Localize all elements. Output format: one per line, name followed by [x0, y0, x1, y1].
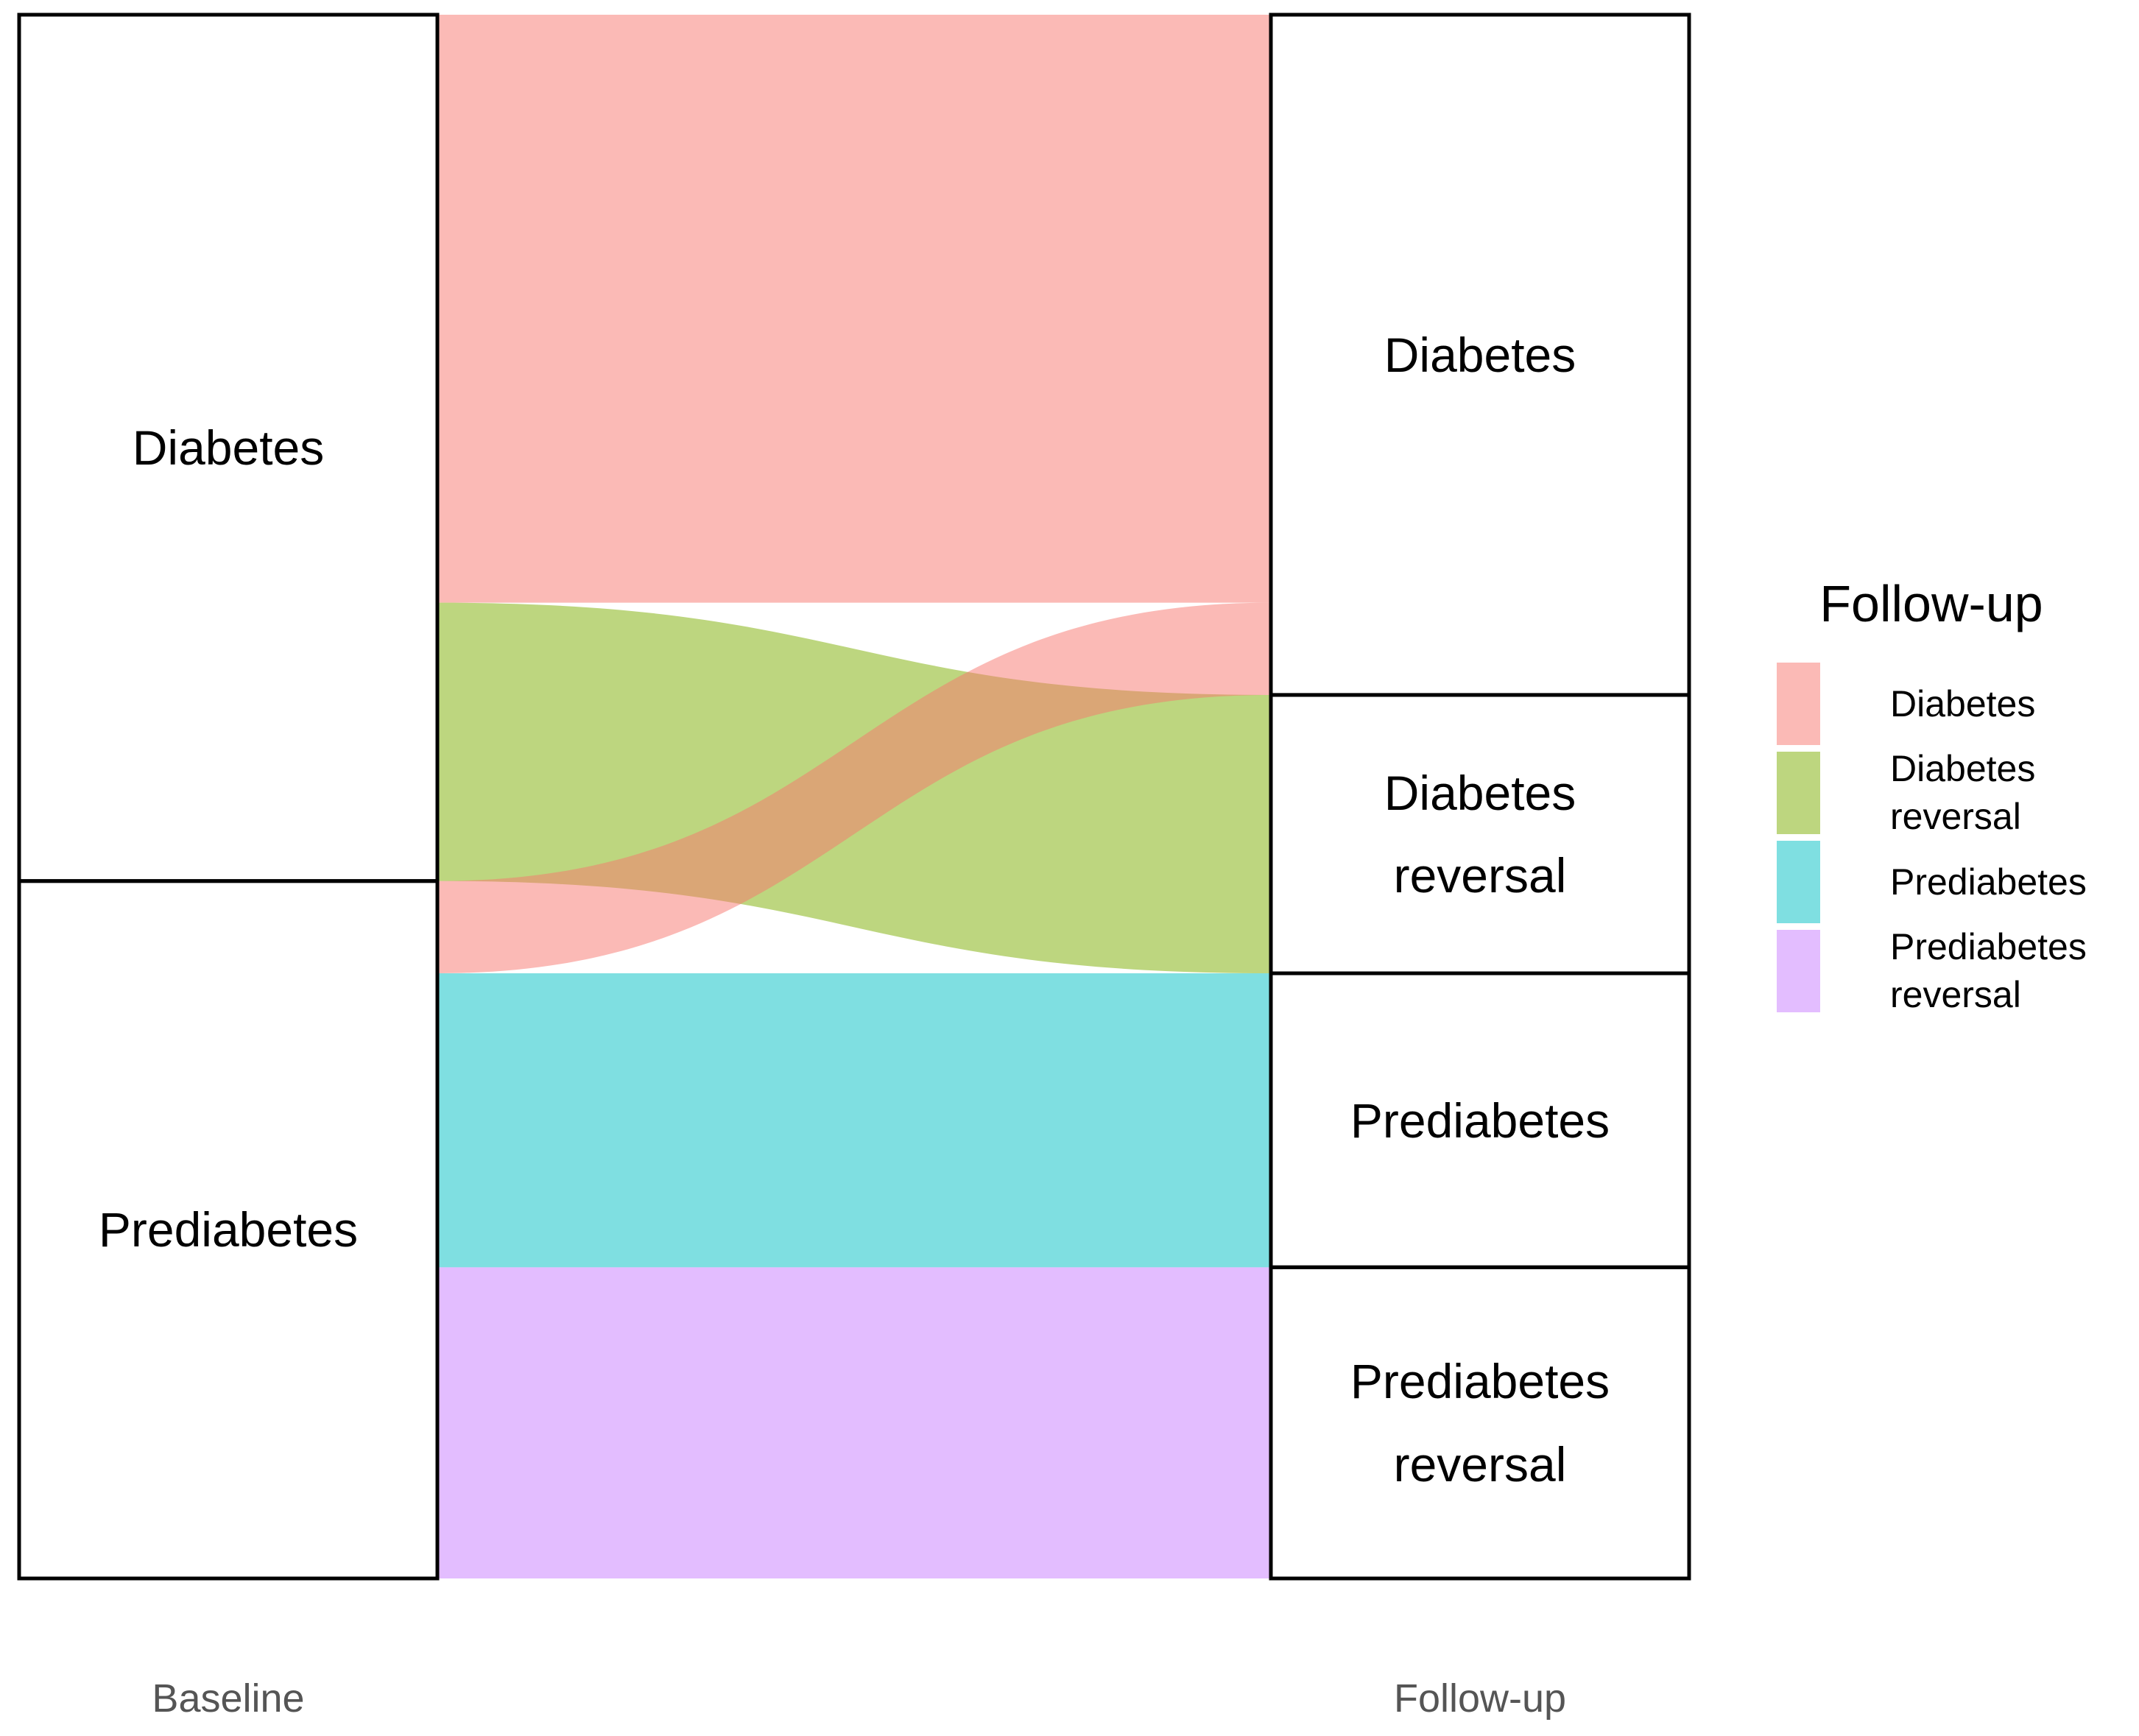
axis-label: Baseline: [152, 1676, 305, 1721]
legend-label: Diabetes: [1890, 682, 2036, 724]
node: [17, 879, 440, 1581]
node-label: Prediabetes: [98, 1202, 359, 1257]
flow: [437, 602, 1271, 974]
node-label: Diabetes: [132, 420, 325, 476]
legend-key: [1777, 663, 1820, 745]
legend-key: [1777, 930, 1820, 1012]
legend-label: Diabetes reversal: [1890, 748, 2036, 837]
legend-key: [1777, 752, 1820, 834]
node-label: Prediabetes reversal: [1350, 1354, 1610, 1492]
node-label: Diabetes: [1384, 327, 1576, 382]
legend-title: Follow-up: [1819, 575, 2043, 632]
legend-label: Prediabetes: [1890, 861, 2087, 903]
node-label: Prediabetes: [1350, 1093, 1610, 1148]
legend-label: Prediabetes reversal: [1890, 926, 2087, 1015]
flow: [437, 1267, 1271, 1578]
axis-label: Follow-up: [1393, 1676, 1567, 1721]
flow: [437, 15, 1271, 603]
flow: [437, 973, 1271, 1268]
node: [1269, 1265, 1691, 1581]
legend-key: [1777, 841, 1820, 923]
node-label: Diabetes reversal: [1384, 765, 1576, 903]
